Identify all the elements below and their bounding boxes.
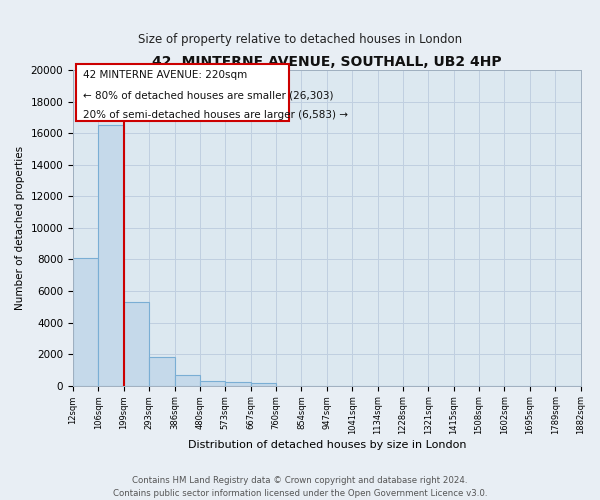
Bar — [124, 302, 149, 386]
Bar — [149, 357, 175, 386]
Bar — [251, 383, 276, 386]
Text: Size of property relative to detached houses in London: Size of property relative to detached ho… — [138, 32, 462, 46]
Text: Contains HM Land Registry data © Crown copyright and database right 2024.
Contai: Contains HM Land Registry data © Crown c… — [113, 476, 487, 498]
Text: ← 80% of detached houses are smaller (26,303): ← 80% of detached houses are smaller (26… — [83, 90, 334, 101]
FancyBboxPatch shape — [76, 64, 289, 120]
Bar — [225, 382, 251, 386]
Bar — [73, 258, 98, 386]
Bar — [98, 126, 124, 386]
Text: 42 MINTERNE AVENUE: 220sqm: 42 MINTERNE AVENUE: 220sqm — [83, 70, 247, 80]
X-axis label: Distribution of detached houses by size in London: Distribution of detached houses by size … — [188, 440, 466, 450]
Title: 42, MINTERNE AVENUE, SOUTHALL, UB2 4HP: 42, MINTERNE AVENUE, SOUTHALL, UB2 4HP — [152, 55, 502, 69]
Bar — [200, 381, 225, 386]
Text: 20% of semi-detached houses are larger (6,583) →: 20% of semi-detached houses are larger (… — [83, 110, 348, 120]
Bar — [175, 376, 200, 386]
Y-axis label: Number of detached properties: Number of detached properties — [15, 146, 25, 310]
